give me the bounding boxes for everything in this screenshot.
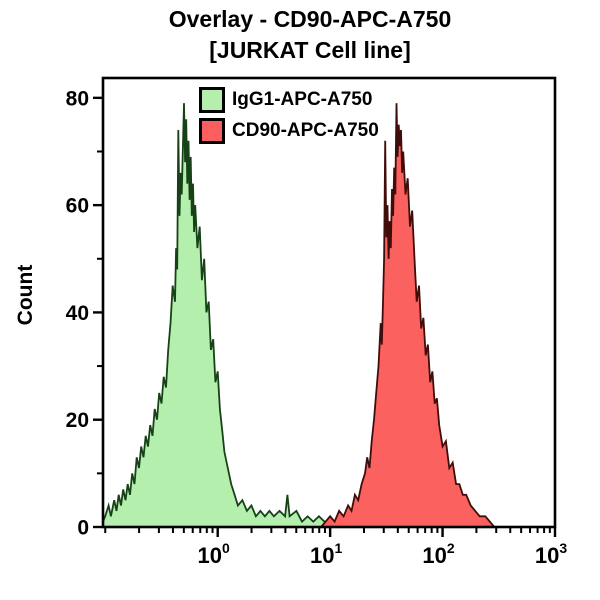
chart-title-line1: Overlay - CD90-APC-A750	[168, 6, 452, 32]
legend: IgG1-APC-A750 CD90-APC-A750	[199, 86, 379, 144]
y-axis-ticks: 0 20 40 60 80	[66, 87, 103, 540]
legend-label-igg1: IgG1-APC-A750	[232, 88, 373, 110]
x-tick-label: 100	[198, 540, 230, 568]
chart-title: Overlay - CD90-APC-A750 [JURKAT Cell lin…	[20, 4, 600, 66]
legend-swatch-red	[199, 117, 225, 144]
histogram-series	[102, 103, 497, 528]
y-tick-label: 60	[66, 195, 89, 218]
y-tick-label: 40	[66, 302, 89, 325]
y-tick-label: 0	[77, 517, 89, 540]
chart-title-line2: [JURKAT Cell line]	[209, 37, 411, 63]
x-tick-label: 102	[422, 540, 454, 568]
legend-item-cd90: CD90-APC-A750	[199, 117, 379, 144]
x-tick-label: 101	[310, 540, 342, 568]
legend-label-cd90: CD90-APC-A750	[232, 119, 379, 141]
legend-swatch-green	[199, 86, 225, 113]
legend-item-igg1: IgG1-APC-A750	[199, 86, 379, 113]
series-igg1-apc-a750	[102, 103, 338, 528]
y-tick-label: 20	[66, 409, 89, 432]
x-tick-label: 103	[535, 540, 567, 568]
series-cd90-apc-a750	[319, 103, 497, 528]
x-axis-ticks: 100 101 102 103	[104, 527, 567, 568]
y-tick-label: 80	[66, 87, 89, 110]
